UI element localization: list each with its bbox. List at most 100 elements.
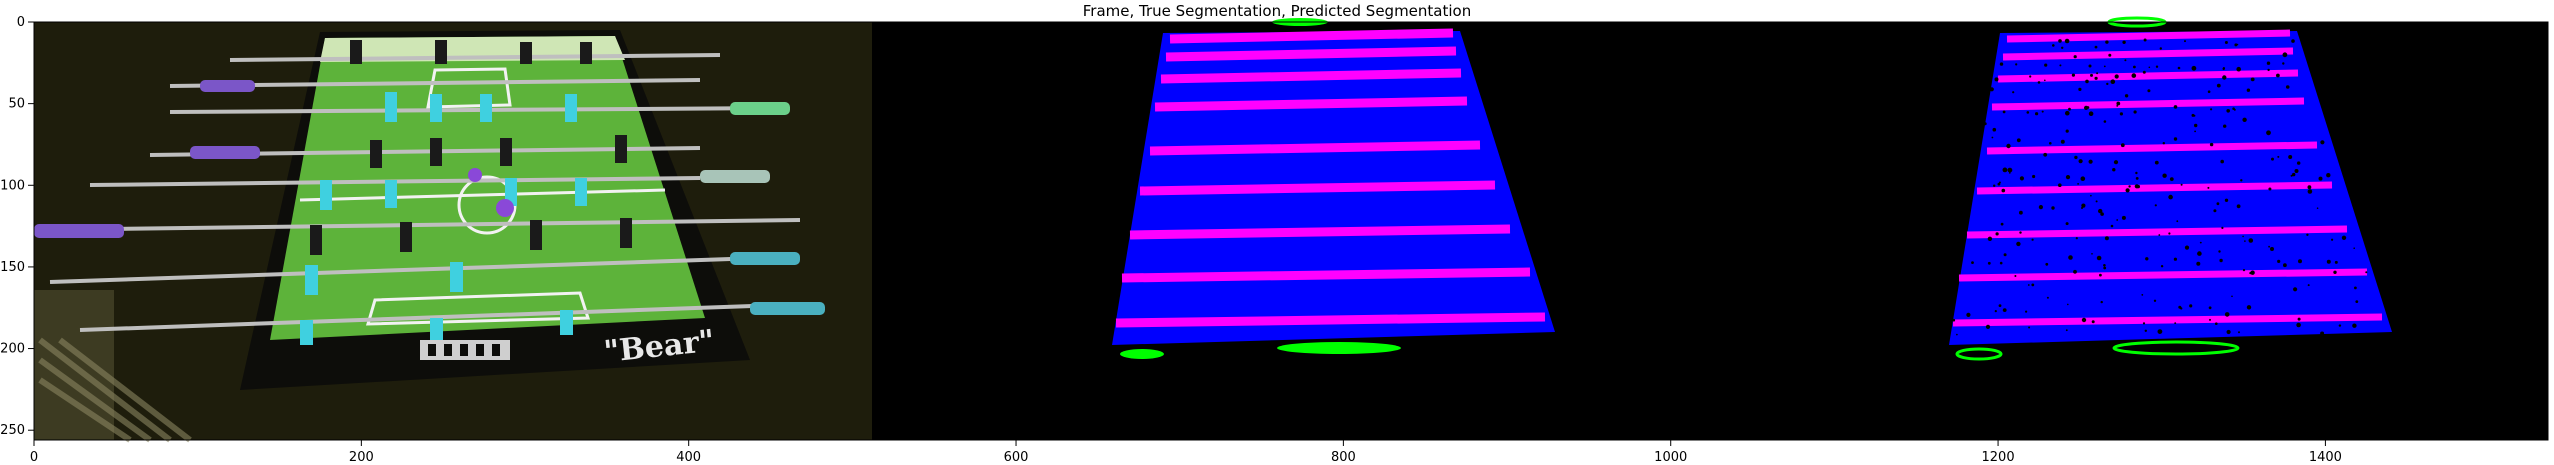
prediction-noise-speck [2044, 63, 2048, 67]
prediction-noise-speck [2194, 123, 2198, 128]
prediction-noise-speck [2334, 260, 2338, 264]
prediction-noise-speck [2029, 75, 2032, 78]
prediction-noise-speck [1998, 181, 2001, 184]
prediction-noise-speck [2027, 284, 2030, 286]
prediction-noise-speck [2065, 110, 2070, 116]
prediction-noise-speck [2051, 206, 2055, 210]
prediction-noise-speck [2031, 238, 2034, 241]
prediction-noise-speck [1971, 261, 1974, 264]
prediction-noise-speck [2236, 66, 2241, 72]
prediction-noise-speck [2068, 107, 2071, 111]
prediction-noise-speck [2001, 188, 2006, 193]
prediction-noise-speck [2037, 81, 2041, 84]
prediction-noise-speck [2238, 331, 2240, 334]
prediction-noise-speck [2028, 326, 2031, 329]
prediction-noise-speck [2288, 155, 2293, 159]
prediction-noise-speck [2002, 167, 2008, 173]
prediction-noise-speck [2078, 159, 2083, 164]
rod-stripe [1121, 267, 1531, 283]
prediction-noise-speck [2224, 41, 2228, 44]
prediction-noise-speck [2071, 73, 2075, 77]
prediction-noise-speck [2116, 101, 2121, 106]
prediction-noise-speck [2128, 185, 2131, 188]
prediction-noise-speck [2112, 168, 2116, 172]
prediction-noise-speck [2209, 142, 2214, 147]
prediction-noise-speck [1989, 87, 1994, 92]
prediction-noise-speck [2133, 65, 2136, 69]
prediction-noise-speck [2085, 79, 2089, 84]
prediction-noise-speck [2026, 111, 2030, 114]
prediction-noise-speck [2333, 270, 2337, 274]
prediction-noise-speck [2153, 299, 2157, 302]
prediction-noise-speck [2148, 66, 2151, 69]
prediction-noise-speck [2110, 79, 2116, 84]
prediction-noise-speck [2221, 226, 2224, 229]
prediction-noise-speck [2105, 40, 2109, 44]
prediction-noise-speck [2080, 176, 2086, 181]
prediction-noise-speck [2088, 159, 2093, 164]
prediction-noise-speck [2250, 270, 2255, 275]
prediction-noise-speck [2122, 40, 2126, 44]
prediction-noise-speck [2016, 241, 2021, 247]
prediction-noise-speck [2044, 79, 2046, 82]
rod-stripe [1997, 69, 2299, 83]
prediction-noise-speck [2103, 65, 2106, 68]
prediction-noise-speck [2035, 112, 2039, 116]
prediction-noise-speck [2135, 177, 2139, 180]
prediction-noise-speck [2125, 188, 2130, 193]
prediction-noise-speck [2216, 202, 2220, 206]
prediction-noise-speck [2268, 245, 2271, 248]
prediction-noise-speck [2222, 75, 2227, 80]
prediction-noise-speck [2244, 240, 2246, 242]
prediction-noise-speck [2116, 105, 2119, 107]
prediction-noise-speck [2184, 245, 2190, 250]
prediction-noise-speck [2098, 208, 2103, 214]
prediction-noise-speck [2177, 66, 2181, 70]
y-tick-label: 150 [0, 260, 25, 275]
prediction-noise-speck [2121, 215, 2126, 220]
prediction-noise-speck [2019, 176, 2024, 181]
prediction-noise-speck [1992, 127, 1997, 132]
rod-stripe [1958, 268, 2368, 282]
true-ball-region [1277, 342, 1401, 354]
prediction-noise-speck [2282, 52, 2288, 58]
prediction-noise-speck [2019, 210, 2023, 215]
prediction-noise-speck [2352, 323, 2357, 328]
frame-panel: "Bear" [33, 22, 872, 443]
prediction-noise-speck [2174, 322, 2177, 324]
prediction-noise-speck [2354, 286, 2357, 290]
y-tick-label: 0 [17, 15, 25, 30]
prediction-noise-speck [2157, 329, 2163, 334]
prediction-noise-speck [1993, 184, 1996, 187]
prediction-noise-speck [2232, 107, 2235, 110]
prediction-noise-speck [2065, 222, 2069, 226]
prediction-noise-speck [1956, 333, 1958, 336]
prediction-noise-speck [2045, 262, 2049, 266]
prediction-noise-speck [2168, 232, 2171, 235]
prediction-noise-speck [2307, 284, 2310, 287]
prediction-noise-speck [2095, 200, 2098, 203]
rod-stripe [1952, 313, 2383, 327]
prediction-noise-speck [2031, 283, 2035, 287]
prediction-noise-speck [2207, 186, 2210, 189]
prediction-noise-speck [2090, 73, 2093, 77]
prediction-noise-speck [2143, 38, 2147, 42]
prediction-noise-speck [2144, 329, 2147, 332]
prediction-noise-speck [2293, 287, 2298, 292]
prediction-noise-speck [2240, 179, 2243, 182]
rod-stripe [1991, 97, 2305, 111]
prediction-noise-speck [2058, 183, 2062, 187]
prediction-noise-speck [2242, 269, 2246, 272]
prediction-noise-speck [2331, 238, 2334, 241]
prediction-noise-speck [2213, 209, 2217, 213]
prediction-noise-speck [2207, 90, 2211, 93]
prediction-noise-speck [2038, 205, 2043, 210]
prediction-noise-speck [1987, 236, 1993, 241]
prediction-noise-speck [2096, 255, 2102, 261]
prediction-noise-speck [2120, 143, 2125, 148]
prediction-noise-speck [2246, 305, 2252, 310]
prediction-noise-speck [2103, 120, 2107, 123]
prediction-noise-speck [2267, 68, 2270, 72]
prediction-noise-speck [2081, 203, 2086, 208]
x-tick-label: 200 [349, 450, 374, 465]
